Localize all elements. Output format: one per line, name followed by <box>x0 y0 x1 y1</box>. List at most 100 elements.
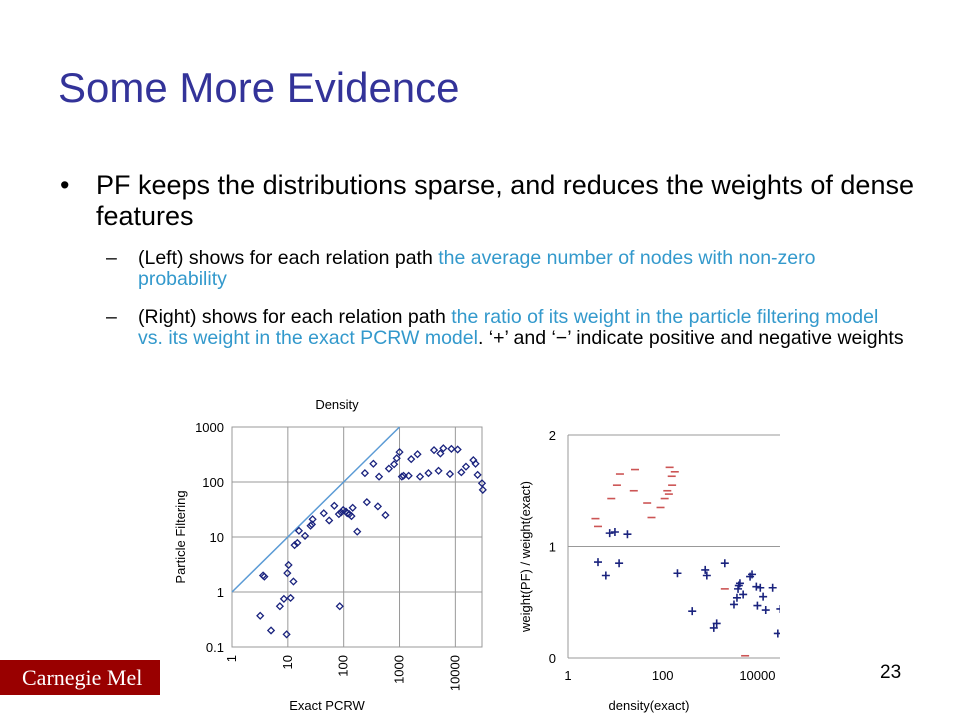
data-point <box>260 572 269 581</box>
plus-marker <box>610 528 619 537</box>
sub-left-highlight: the average number of nodes with non-zer… <box>138 247 816 290</box>
y-axis-label: Particle Filtering <box>173 490 188 583</box>
y-tick-label: 10 <box>210 530 224 545</box>
data-point <box>334 510 343 519</box>
plus-marker <box>702 571 711 580</box>
data-point <box>384 464 394 473</box>
data-point <box>381 510 390 520</box>
chart-title: Density <box>315 397 359 412</box>
sub-left-prefix: (Left) shows for each relation path <box>138 247 439 269</box>
plus-marker <box>615 559 624 568</box>
plus-marker <box>720 559 729 568</box>
data-point <box>319 509 328 518</box>
sub-bullet-right-text: (Right) shows for each relation path the… <box>138 307 908 349</box>
data-point <box>413 450 422 459</box>
plus-marker <box>709 623 718 632</box>
main-bullet-text: PF keeps the distributions sparse, and r… <box>96 170 914 231</box>
x-tick-label: 10000 <box>447 655 462 691</box>
data-point <box>429 445 439 455</box>
sub-right-prefix: (Right) shows for each relation path <box>138 306 452 328</box>
data-point <box>369 459 378 468</box>
data-point <box>353 527 362 536</box>
data-point <box>290 541 299 550</box>
data-point <box>424 469 433 478</box>
x-axis-label: density(exact) <box>609 698 690 713</box>
plus-marker <box>701 565 710 574</box>
x-axis-label: Exact PCRW <box>289 698 365 713</box>
y-tick-label: 0 <box>549 651 556 666</box>
data-point <box>447 444 456 454</box>
data-point <box>256 611 265 620</box>
x-tick-label: 1 <box>564 668 571 683</box>
plus-marker <box>593 558 602 567</box>
x-tick-label: 10 <box>280 655 295 669</box>
data-point <box>434 466 443 475</box>
data-point <box>445 469 455 479</box>
x-tick-label: 1 <box>224 655 239 662</box>
slide-title: Some More Evidence <box>58 64 460 111</box>
data-point <box>279 594 289 603</box>
data-point <box>325 516 334 525</box>
data-point <box>436 449 445 458</box>
plus-marker <box>753 601 762 610</box>
data-point <box>347 511 356 521</box>
data-point <box>395 447 404 457</box>
plus-marker <box>735 579 744 588</box>
data-point <box>478 485 487 494</box>
data-point <box>407 455 416 464</box>
y-tick-label: 0.1 <box>206 640 224 655</box>
data-point <box>266 626 276 635</box>
data-point <box>457 468 466 477</box>
data-point <box>374 472 384 481</box>
data-point <box>373 502 383 511</box>
plus-marker <box>759 592 768 601</box>
y-tick-label: 1000 <box>195 420 224 435</box>
data-point <box>360 469 370 478</box>
x-tick-label: 100 <box>336 655 351 677</box>
x-tick-label: 1000 <box>392 655 407 684</box>
plus-marker <box>732 593 741 602</box>
data-point <box>307 520 317 529</box>
data-point <box>286 593 295 603</box>
sub-right-highlight: the ratio of its weight in the particle … <box>138 306 879 349</box>
data-point <box>404 471 413 480</box>
data-point <box>284 560 293 570</box>
plus-marker <box>776 604 780 613</box>
data-point <box>473 470 482 479</box>
plus-marker <box>761 606 770 615</box>
page-number: 23 <box>880 662 902 683</box>
dash-marker: – <box>106 306 117 328</box>
y-tick-label: 2 <box>549 428 556 443</box>
y-axis-label: weight(PF) / weight(exact) <box>518 481 533 633</box>
plus-marker <box>739 590 748 599</box>
plus-marker <box>756 583 765 592</box>
plus-marker <box>773 629 780 638</box>
data-point <box>335 602 344 611</box>
plus-marker <box>623 530 632 539</box>
data-point <box>439 444 448 453</box>
plus-marker <box>748 570 757 579</box>
data-point <box>415 472 425 481</box>
plus-marker <box>768 583 777 592</box>
data-point <box>392 454 401 463</box>
data-point <box>283 569 292 578</box>
dash-marker: – <box>106 247 117 269</box>
data-point <box>289 577 298 586</box>
reference-line <box>231 426 401 593</box>
plus-marker <box>605 529 614 538</box>
data-point <box>461 462 471 471</box>
data-point <box>330 501 339 510</box>
data-point <box>348 503 357 512</box>
y-tick-label: 1 <box>549 540 556 555</box>
plus-marker <box>729 600 738 609</box>
cmu-logo: Carnegie Mel <box>0 660 160 695</box>
plus-marker <box>601 571 610 580</box>
y-tick-label: 1 <box>217 585 224 600</box>
data-point <box>389 460 399 469</box>
data-point <box>300 531 310 540</box>
plus-marker <box>688 607 697 616</box>
data-point <box>293 538 302 548</box>
data-point <box>282 630 291 639</box>
density-chart: 1 10 100 1000 100000.11101001000DensityExact… <box>173 397 487 713</box>
